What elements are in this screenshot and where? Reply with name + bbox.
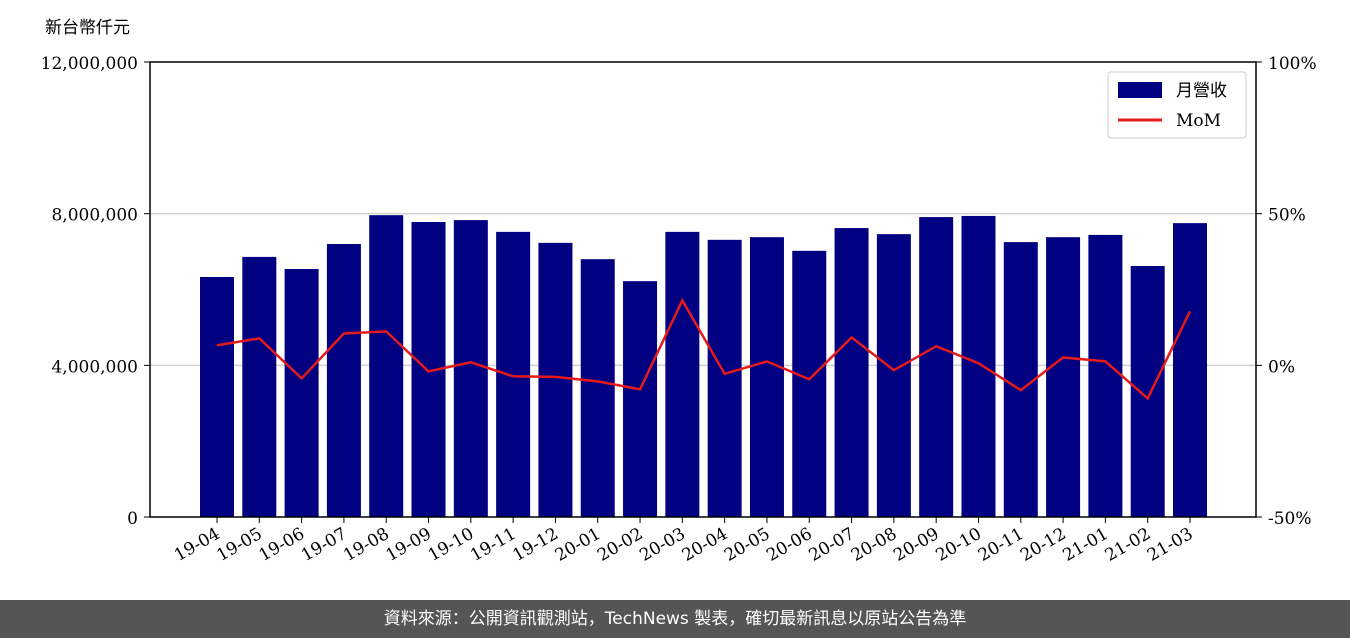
- bar: [665, 231, 700, 517]
- legend-label: 月營收: [1176, 81, 1227, 101]
- x-tick-label: 19-09: [383, 524, 435, 566]
- x-tick-label: 20-07: [806, 524, 858, 566]
- x-tick-label: 19-12: [509, 524, 561, 566]
- bar: [961, 215, 996, 518]
- bar: [919, 217, 954, 517]
- x-tick-label: 21-02: [1102, 524, 1154, 566]
- x-tick-label: 19-10: [425, 524, 477, 566]
- x-tick-label: 19-07: [298, 524, 350, 566]
- bar: [242, 256, 277, 517]
- x-tick-label: 19-04: [171, 524, 223, 566]
- x-tick-label: 20-08: [848, 524, 900, 566]
- y-tick-label: 8,000,000: [51, 206, 138, 226]
- line: [216, 297, 1192, 401]
- y2-tick-label: 50%: [1268, 206, 1306, 226]
- x-tick-label: 19-06: [256, 524, 308, 566]
- bar: [200, 276, 234, 517]
- x-tick-label: 20-05: [721, 524, 773, 566]
- x-tick-label: 20-11: [975, 524, 1027, 566]
- bar: [580, 259, 615, 517]
- y2-tick-label: 0%: [1268, 357, 1295, 377]
- x-tick-label: 19-05: [213, 524, 265, 566]
- bar: [538, 242, 573, 518]
- bar: [1173, 223, 1207, 518]
- x-tick-label: 21-03: [1144, 524, 1196, 566]
- bar: [1003, 242, 1038, 517]
- x-tick-label: 20-09: [890, 524, 942, 566]
- bar: [623, 281, 658, 517]
- bar: [707, 239, 742, 517]
- legend-swatch: [1118, 82, 1162, 98]
- y-tick-label: 0: [127, 509, 138, 529]
- bar: [284, 269, 319, 517]
- plot-frame: [149, 61, 1257, 518]
- bar: [834, 228, 869, 517]
- chart: 新台幣仟元 0 4,000,000 8,000,000 12,000,000 -50% 0…: [41, 18, 1317, 566]
- bar: [1130, 265, 1165, 517]
- bar: [749, 237, 784, 518]
- bar: [876, 234, 911, 517]
- x-tick-label: 19-08: [340, 524, 392, 566]
- bar: [792, 250, 827, 517]
- y2-tick-label: 100%: [1268, 54, 1317, 74]
- bar: [1046, 237, 1081, 518]
- y-axis-label: 新台幣仟元: [45, 18, 130, 38]
- x-tick-label: 20-12: [1017, 524, 1069, 566]
- x-tick-label: 20-10: [933, 524, 985, 566]
- x-tick-label: 19-11: [467, 524, 519, 566]
- bar: [496, 231, 531, 517]
- y-tick-label: 4,000,000: [51, 357, 138, 377]
- bar: [326, 244, 361, 517]
- x-tick-label: 20-03: [636, 524, 688, 566]
- y2-tick-label: -50%: [1268, 509, 1312, 529]
- bar: [369, 215, 404, 517]
- x-tick-label: 20-01: [552, 524, 604, 566]
- footer: 資料來源：公開資訊觀測站，TechNews 製表，確切最新訊息以原站公告為準: [0, 600, 1350, 638]
- bar: [453, 220, 488, 518]
- x-tick-label: 20-02: [594, 524, 646, 566]
- x-tick-label: 21-01: [1059, 524, 1111, 566]
- y-tick-label: 12,000,000: [41, 54, 138, 74]
- x-tick-label: 20-06: [763, 524, 815, 566]
- bar: [1088, 234, 1123, 517]
- legend-label: MoM: [1176, 111, 1221, 131]
- x-tick-label: 20-04: [679, 524, 731, 566]
